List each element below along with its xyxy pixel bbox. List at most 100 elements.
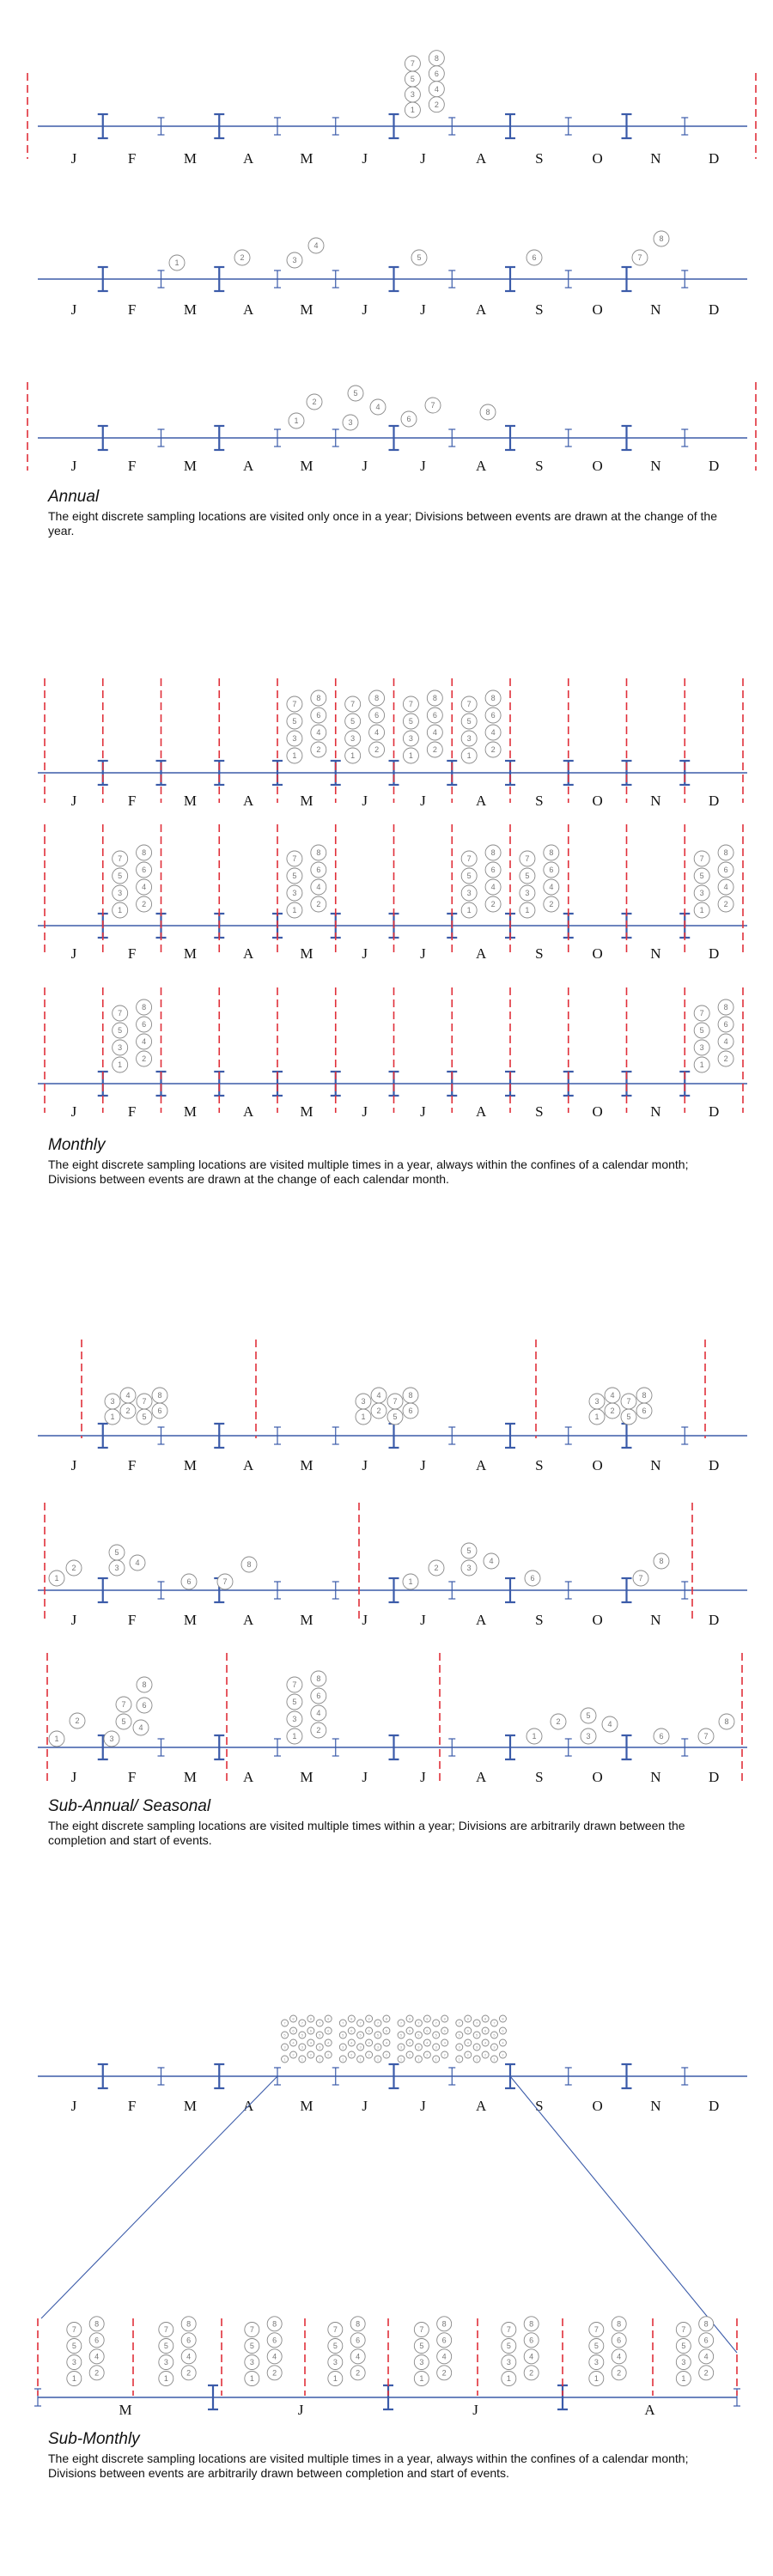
location-number: 4 [310,2040,313,2044]
location-circle [631,249,648,266]
month-label: J [362,945,368,962]
location-number: 1 [417,2057,420,2061]
location-number: 6 [186,2336,191,2344]
location-circle [307,2026,315,2035]
month-label: D [709,1103,719,1120]
month-label: O [592,1612,602,1628]
month-label: A [243,1612,254,1628]
location-circle [411,249,428,266]
location-circle [286,1728,303,1745]
location-circle [653,1728,670,1745]
location-circle [464,2038,472,2047]
location-number: 7 [400,2020,403,2025]
location-number: 7 [118,1009,122,1018]
location-circle [369,398,386,416]
location-number: 3 [164,2358,168,2366]
location-number: 3 [350,734,355,743]
location-circle [414,2031,423,2039]
location-number: 2 [327,2052,330,2057]
month-label: J [420,301,426,318]
month-label: J [420,1769,426,1785]
location-circle [88,2332,105,2348]
location-circle [402,747,419,764]
location-circle [484,896,502,913]
location-number: 6 [467,2028,470,2032]
location-circle [423,2038,431,2047]
location-circle [550,1713,567,1730]
location-circle [69,1712,86,1729]
month-label: J [362,1769,368,1785]
month-label: A [243,150,254,167]
month-label: D [709,1612,719,1628]
location-circle [405,2014,414,2023]
location-number: 1 [408,1577,412,1586]
caption-submonthly-body: The eight discrete sampling locations ar… [48,2451,689,2480]
month-label: S [535,2098,543,2114]
location-number: 7 [476,2020,478,2025]
month-label: M [300,458,313,474]
month-label: O [592,1103,602,1120]
month-label: O [592,458,602,474]
location-number: 5 [292,1698,296,1706]
location-number: 7 [118,854,122,863]
location-circle [136,896,153,913]
location-number: 5 [466,1546,471,1555]
location-circle [136,1016,153,1033]
location-number: 6 [408,1406,412,1415]
location-circle [423,2050,431,2059]
location-number: 7 [467,854,472,863]
location-number: 1 [476,2057,478,2061]
location-circle [397,2031,405,2039]
location-circle [180,2316,197,2332]
location-number: 4 [724,883,728,891]
location-circle [374,2019,382,2027]
location-circle [632,1570,649,1587]
location-circle [464,2014,472,2023]
month-label: A [476,150,487,167]
location-circle [405,2026,414,2035]
location-circle [342,414,359,431]
location-number: 4 [549,883,553,891]
location-number: 2 [316,1726,320,1735]
month-label: J [420,2098,426,2114]
caption-annual: Annual The eight discrete sampling locat… [48,488,735,538]
location-circle [490,2031,498,2039]
month-label: J [362,150,368,167]
location-number: 1 [360,2057,362,2061]
location-number: 5 [118,1026,122,1035]
location-circle [347,2026,356,2035]
month-label: A [476,458,487,474]
location-circle [426,741,443,758]
month-label: F [128,1769,136,1785]
month-label: A [243,793,254,809]
location-circle [310,844,327,861]
location-number: 5 [419,2342,423,2350]
location-circle [88,2316,105,2332]
month-label: J [420,945,426,962]
location-circle [298,2043,307,2051]
location-circle [519,850,536,867]
location-number: 8 [491,694,496,702]
location-circle [432,2043,441,2051]
location-circle [543,861,560,878]
location-circle [441,2038,449,2047]
location-circle [289,2038,297,2047]
month-label: D [709,2098,719,2114]
location-number: 8 [502,2016,504,2020]
location-circle [400,410,417,428]
location-number: 3 [292,1715,296,1723]
location-number: 7 [507,2325,511,2334]
location-circle [524,1570,541,1587]
location-circle [698,2348,715,2365]
month-label: A [476,1769,487,1785]
location-circle [472,2043,481,2051]
location-circle [414,2043,423,2051]
location-number: 1 [164,2374,168,2383]
location-circle [324,2038,332,2047]
month-label: O [592,793,602,809]
month-label: J [71,1769,77,1785]
location-number: 3 [250,2358,254,2366]
location-circle [129,1554,146,1571]
location-circle [347,2050,356,2059]
location-circle [327,2371,344,2386]
